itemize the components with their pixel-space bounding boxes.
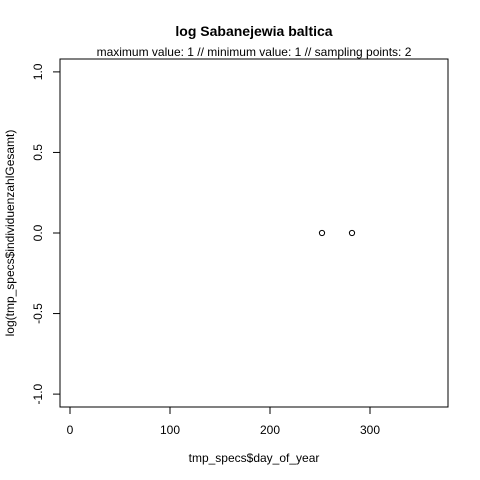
y-tick-label: 1.0: [31, 63, 45, 80]
x-tick-label: 200: [260, 423, 280, 437]
x-tick-label: 0: [67, 423, 74, 437]
chart-title: log Sabanejewia baltica: [175, 23, 332, 39]
x-axis-label: tmp_specs$day_of_year: [189, 451, 320, 465]
chart-subtitle: maximum value: 1 // minimum value: 1 // …: [97, 45, 412, 59]
y-axis-label: log(tmp_specs$individuenzahlGesamt): [3, 130, 17, 337]
x-tick-label: 300: [360, 423, 380, 437]
x-tick-label: 100: [160, 423, 180, 437]
data-point: [348, 229, 356, 237]
y-axis: -1.0 -0.5 0.0 0.5 1.0: [31, 63, 61, 404]
y-tick-label: 0.0: [31, 224, 45, 241]
data-points: [318, 229, 356, 237]
y-tick-label: -1.0: [31, 383, 45, 404]
y-tick-label: -0.5: [31, 303, 45, 324]
x-axis: 0 100 200 300: [67, 406, 380, 437]
data-point: [318, 229, 326, 237]
plot-frame: [59, 58, 449, 408]
y-tick-label: 0.5: [31, 144, 45, 161]
